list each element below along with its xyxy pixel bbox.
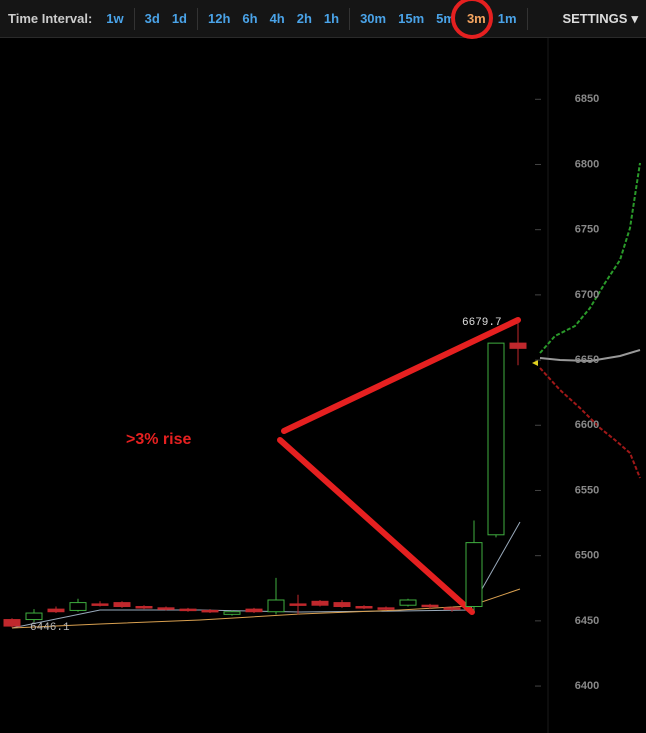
candle-body [311, 600, 329, 606]
interval-button[interactable]: 1w [106, 11, 124, 26]
candle-body [465, 542, 483, 608]
separator [196, 7, 198, 30]
annotation-text: >3% rise [126, 431, 191, 448]
candle-body [487, 342, 505, 536]
candle-body [135, 606, 153, 609]
chart: >3% rise 6679.7 6446.1 6400 6450 6500 6550 6… [3, 38, 641, 733]
separator [526, 7, 528, 30]
ma-fast [11, 521, 521, 629]
annotation-arrow [281, 317, 521, 434]
depth-bids [539, 162, 641, 354]
candle-body [201, 609, 219, 613]
candle-body [333, 602, 351, 608]
candle-body [509, 342, 527, 349]
settings-button[interactable]: SETTINGS [562, 11, 628, 26]
interval-label: Time Interval: [8, 11, 93, 26]
toolbar: Time Interval: 1w 3d 1d 12h 6h 4h 2h 1h 30m 15m 5m 3… [0, 0, 646, 39]
interval-button[interactable]: 1d [171, 11, 187, 26]
candle-body [421, 604, 439, 608]
candle-body [355, 606, 373, 609]
candle-body [47, 608, 65, 613]
separator [349, 7, 351, 30]
y-tick-label: 6500 [575, 550, 599, 562]
interval-button[interactable]: 3m [451, 0, 493, 39]
depth-mid [539, 349, 641, 363]
y-tick-label: 6800 [575, 158, 599, 170]
y-tick-label: 6450 [575, 615, 599, 627]
last-price-label: 6446.1 [30, 622, 70, 634]
candle-body [69, 602, 87, 611]
candle-body [113, 602, 131, 608]
interval-button[interactable]: 12h [207, 11, 231, 26]
y-tick-label: 6700 [575, 289, 599, 301]
annotation-arrow [277, 437, 475, 615]
caret: ▾ [631, 10, 638, 26]
candle-body [25, 612, 43, 621]
interval-button[interactable]: 3d [144, 11, 160, 26]
interval-button[interactable]: 2h [296, 11, 312, 26]
candle-body [443, 607, 461, 610]
candle-body [399, 599, 417, 606]
y-tick-label: 6400 [575, 680, 599, 692]
candle-body [267, 599, 285, 613]
interval-button[interactable]: 15m [398, 11, 425, 26]
candle-body [289, 603, 307, 606]
y-tick-label: 6850 [575, 93, 599, 105]
interval-button[interactable]: 1h [323, 11, 340, 26]
y-tick-label: 6650 [575, 354, 599, 366]
candle-body [377, 607, 395, 610]
y-tick-label: 6750 [575, 224, 599, 236]
interval-button[interactable]: 5m [436, 11, 455, 26]
candle-body [3, 619, 21, 627]
candle-body [91, 603, 109, 606]
candle-body [245, 608, 263, 613]
depth-asks [539, 367, 641, 479]
y-tick-label: 6600 [575, 419, 599, 431]
interval-button[interactable]: 1m [497, 11, 517, 26]
interval-button[interactable]: 4h [269, 11, 285, 26]
price-marker [532, 360, 538, 366]
high-label: 6679.7 [462, 317, 502, 329]
y-tick-label: 6550 [575, 484, 599, 496]
interval-button[interactable]: 6h [242, 11, 258, 26]
interval-button[interactable]: 30m [360, 11, 387, 26]
separator [133, 7, 135, 30]
candle-body [157, 607, 175, 610]
candle-body [223, 611, 241, 615]
candle-body [179, 608, 197, 612]
